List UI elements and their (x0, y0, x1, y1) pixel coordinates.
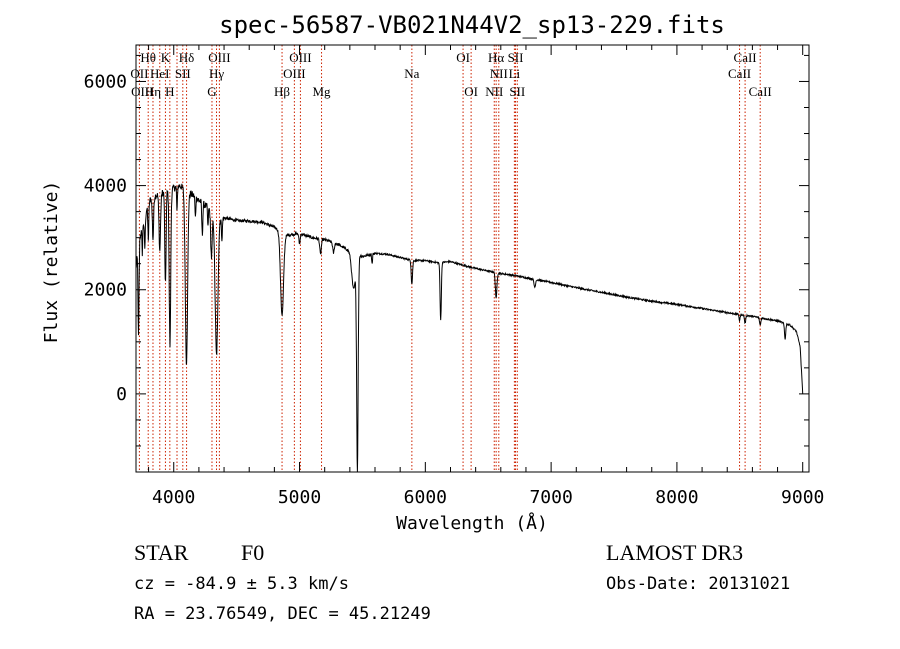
coordinates-readout: RA = 23.76549, DEC = 45.21249 (134, 604, 431, 624)
line-label-0: Hθ (140, 50, 156, 65)
x-tick-label: 6000 (404, 487, 447, 508)
line-label-22: Hβ (274, 84, 290, 99)
line-label-17: CaII (728, 66, 751, 81)
x-tick-label: 7000 (529, 487, 572, 508)
line-label-23: Mg (313, 84, 332, 99)
redshift-readout: cz = -84.9 ± 5.3 km/s (134, 574, 349, 594)
line-label-6: Hα (488, 50, 504, 65)
chart-title: spec-56587-VB021N44V2_sp13-229.fits (219, 11, 725, 39)
line-label-3: OIII (208, 50, 230, 65)
x-tick-label: 9000 (781, 487, 824, 508)
x-tick-label: 5000 (278, 487, 321, 508)
line-label-14: Na (404, 66, 419, 81)
survey-name: LAMOST DR3 (606, 540, 744, 565)
line-label-13: OIII (283, 66, 305, 81)
line-label-20: H (165, 84, 174, 99)
plot-frame (135, 44, 810, 473)
line-label-5: OI (456, 50, 470, 65)
y-tick-label: 4000 (84, 176, 127, 197)
line-markers (138, 45, 761, 472)
line-label-2: Hδ (179, 50, 195, 65)
axes: 4000 5000 6000 7000 8000 9000 0 2000 4000 6000 (84, 44, 824, 508)
y-tick-label: 6000 (84, 71, 127, 92)
line-label-4: OIII (289, 50, 311, 65)
line-label-7: SII (508, 50, 524, 65)
x-tick-label: 8000 (655, 487, 698, 508)
obs-date: Obs-Date: 20131021 (606, 574, 791, 594)
x-tick-label: 4000 (152, 487, 195, 508)
line-label-19: Hη (145, 84, 161, 99)
line-label-21: G (207, 84, 216, 99)
y-axis-label: Flux (relative) (41, 181, 62, 344)
line-label-18: OIII (131, 84, 153, 99)
line-label-12: Hγ (209, 66, 224, 81)
line-label-9: OII (130, 66, 148, 81)
line-label-24: OI (464, 84, 478, 99)
x-axis-label: Wavelength (Å) (396, 512, 548, 534)
line-label-8: CaII (734, 50, 757, 65)
y-tick-label: 2000 (84, 280, 127, 301)
spectrum-series (135, 183, 804, 473)
spectrum-line (135, 183, 804, 473)
line-label-26: SII (509, 84, 525, 99)
line-label-1: K (161, 50, 171, 65)
line-label-11: SII (175, 66, 191, 81)
line-label-10: HeI (150, 66, 170, 81)
object-subclass: F0 (241, 540, 265, 565)
line-label-27: CaII (749, 84, 772, 99)
y-tick-label: 0 (116, 384, 127, 405)
line-label-16: Li (509, 66, 521, 81)
line-label-15: NII (490, 66, 508, 81)
object-class: STAR (134, 540, 189, 565)
line-label-25: NII (485, 84, 503, 99)
